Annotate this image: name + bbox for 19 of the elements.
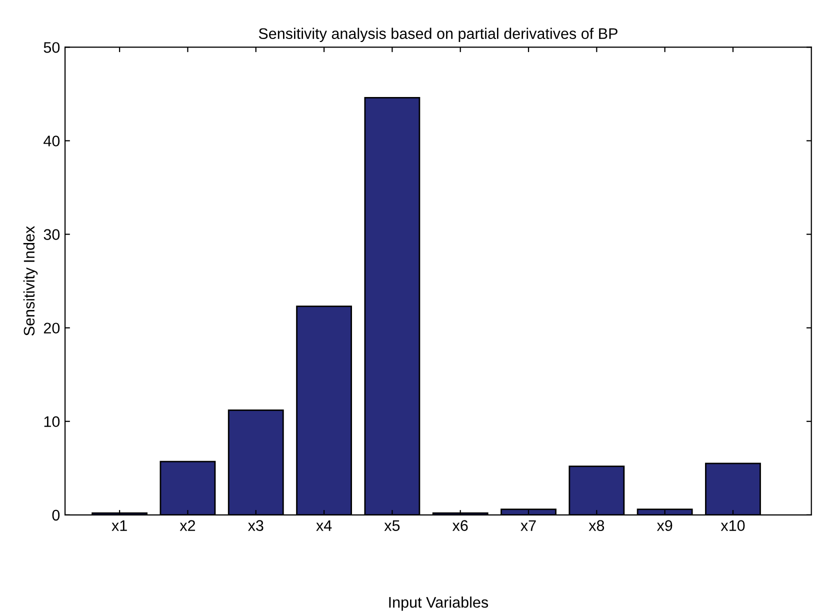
x-tick-label: x9 — [656, 520, 672, 532]
x-tick-label: x4 — [316, 520, 332, 531]
x-tick-label: x10 — [720, 520, 745, 532]
y-tick-label: 20 — [44, 322, 60, 334]
y-axis-title: Sensitivity Index — [23, 226, 38, 336]
y-tick-label: 10 — [44, 416, 60, 428]
x-tick-label: x3 — [248, 520, 264, 532]
chart-title: Sensitivity analysis based on partial derivatives of BP — [258, 28, 618, 42]
x-tick-label: x8 — [588, 520, 604, 532]
x-tick-label: x6 — [452, 520, 468, 532]
x-tick-label: x5 — [384, 520, 400, 532]
y-tick-label: 0 — [52, 510, 60, 521]
y-tick-label: 50 — [44, 42, 60, 53]
x-tick-label: x7 — [520, 520, 536, 531]
y-tick-label: 30 — [44, 229, 60, 240]
x-tick-label: x2 — [180, 520, 196, 531]
x-axis-title: Input Variables — [389, 596, 488, 611]
x-tick-label: x1 — [112, 520, 127, 531]
y-tick-label: 40 — [44, 136, 60, 146]
